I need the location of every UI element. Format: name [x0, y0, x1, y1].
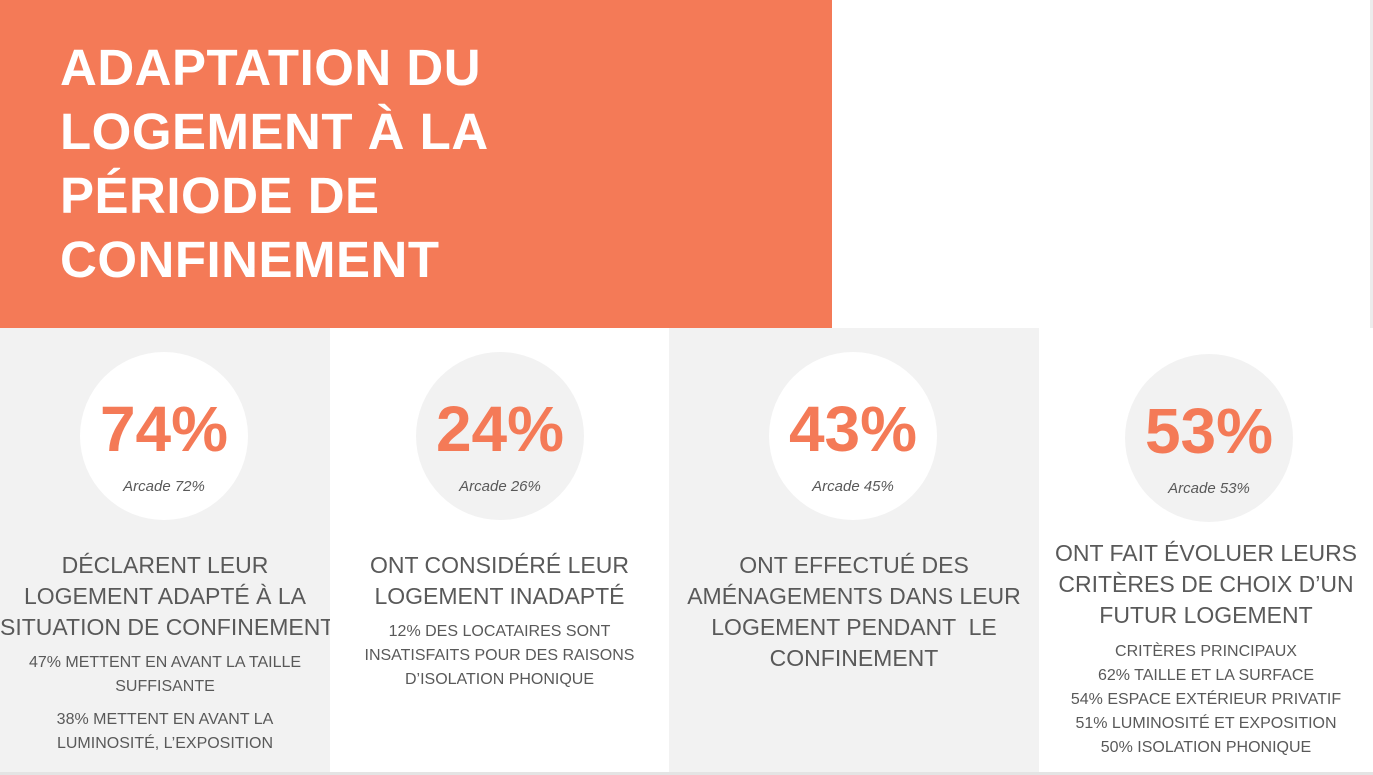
slide-title: ADAPTATION DU LOGEMENT À LA PÉRIODE DE C…: [60, 36, 800, 292]
detail-line: SUFFISANTE: [115, 678, 215, 695]
stat-circle: 24% Arcade 26%: [416, 352, 584, 520]
detail-line: 50% ISOLATION PHONIQUE: [1100, 739, 1312, 756]
headline-line: FUTUR LOGEMENT: [1099, 602, 1313, 628]
detail-line: 12% DES LOCATAIRES SONT: [388, 623, 611, 640]
title-line: ADAPTATION DU: [60, 39, 482, 96]
stat-panel-inadapted: 24% Arcade 26% ONT CONSIDÉRÉ LEUR LOGEME…: [330, 328, 669, 772]
headline-line: CONFINEMENT: [769, 645, 939, 671]
stat-headline: ONT EFFECTUÉ DES AMÉNAGEMENTS DANS LEUR …: [669, 550, 1039, 674]
stat-circle: 74% Arcade 72%: [80, 352, 248, 520]
stat-percent: 43%: [788, 393, 918, 465]
headline-line: LOGEMENT ADAPTÉ À LA: [23, 583, 307, 609]
stat-detail: CRITÈRES PRINCIPAUX 62% TAILLE ET LA SUR…: [1039, 640, 1373, 760]
title-line: PÉRIODE DE: [60, 167, 380, 224]
headline-line: DÉCLARENT LEUR: [61, 552, 269, 578]
stat-circle: 53% Arcade 53%: [1125, 354, 1293, 522]
stat-headline: DÉCLARENT LEUR LOGEMENT ADAPTÉ À LA SITU…: [0, 550, 335, 643]
headline-line: CRITÈRES DE CHOIX D’UN: [1058, 571, 1354, 597]
detail-line: LUMINOSITÉ, L’EXPOSITION: [56, 735, 274, 752]
headline-line: ONT CONSIDÉRÉ LEUR: [369, 552, 629, 578]
detail-line: 62% TAILLE ET LA SURFACE: [1097, 667, 1315, 684]
headline-line: AMÉNAGEMENTS DANS LEUR: [687, 583, 1021, 609]
detail-line: 54% ESPACE EXTÉRIEUR PRIVATIF: [1070, 691, 1342, 708]
stat-circle: 43% Arcade 45%: [769, 352, 937, 520]
stat-detail: 38% METTENT EN AVANT LA LUMINOSITÉ, L’EX…: [0, 708, 330, 756]
detail-line: 47% METTENT EN AVANT LA TAILLE: [28, 654, 302, 671]
detail-line: 38% METTENT EN AVANT LA: [56, 711, 274, 728]
arcade-comparison: Arcade 45%: [812, 478, 894, 495]
title-line: LOGEMENT À LA: [60, 103, 489, 160]
detail-line: INSATISFAITS POUR DES RAISONS: [364, 647, 635, 664]
arcade-comparison: Arcade 26%: [459, 478, 541, 495]
stat-detail: 47% METTENT EN AVANT LA TAILLE SUFFISANT…: [0, 651, 330, 699]
stat-panel-criteria: 53% Arcade 53% ONT FAIT ÉVOLUER LEURS CR…: [1039, 328, 1373, 772]
edge-divider: [1370, 0, 1373, 328]
headline-line: ONT FAIT ÉVOLUER LEURS: [1054, 540, 1358, 566]
title-line: CONFINEMENT: [60, 231, 440, 288]
stat-panel-arrangements: 43% Arcade 45% ONT EFFECTUÉ DES AMÉNAGEM…: [669, 328, 1039, 772]
headline-line: LOGEMENT PENDANT LE: [711, 614, 997, 640]
bottom-border: [0, 772, 1373, 775]
stat-detail: 12% DES LOCATAIRES SONT INSATISFAITS POU…: [330, 620, 669, 692]
arcade-comparison: Arcade 72%: [123, 478, 205, 495]
headline-line: LOGEMENT INADAPTÉ: [374, 583, 625, 609]
stat-headline: ONT CONSIDÉRÉ LEUR LOGEMENT INADAPTÉ: [330, 550, 669, 612]
headline-line: SITUATION DE CONFINEMENT: [0, 614, 335, 640]
detail-line: CRITÈRES PRINCIPAUX: [1115, 643, 1297, 660]
detail-line: D’ISOLATION PHONIQUE: [404, 671, 595, 688]
detail-line: 51% LUMINOSITÉ ET EXPOSITION: [1075, 715, 1337, 732]
arcade-comparison: Arcade 53%: [1168, 480, 1250, 497]
stat-percent: 53%: [1144, 395, 1274, 467]
stat-percent: 74%: [99, 393, 229, 465]
title-banner: ADAPTATION DU LOGEMENT À LA PÉRIODE DE C…: [0, 0, 832, 328]
headline-line: ONT EFFECTUÉ DES: [739, 552, 969, 578]
stat-panel-adapted: 74% Arcade 72% DÉCLARENT LEUR LOGEMENT A…: [0, 328, 335, 772]
stat-headline: ONT FAIT ÉVOLUER LEURS CRITÈRES DE CHOIX…: [1039, 538, 1373, 631]
stat-percent: 24%: [435, 393, 565, 465]
